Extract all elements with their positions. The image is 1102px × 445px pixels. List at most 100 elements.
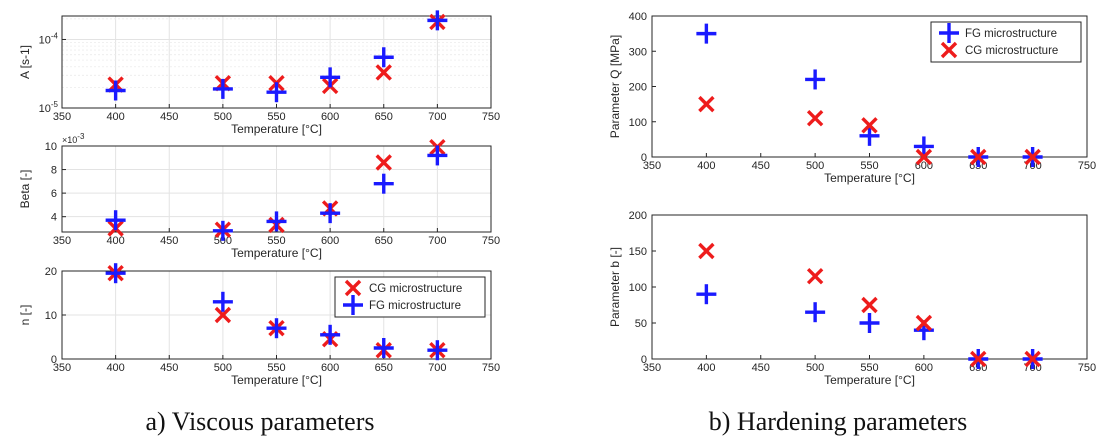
x-tick-label: 600 — [321, 235, 339, 247]
data-point-fg-650 — [373, 338, 394, 358]
data-point-fg-400 — [696, 284, 717, 305]
caption-viscous-parameters: a) Viscous parameters — [146, 407, 375, 436]
y-tick-label: 300 — [629, 46, 647, 58]
x-tick-label: 400 — [106, 111, 124, 123]
x-axis-label: Temperature [°C] — [824, 171, 915, 185]
x-tick-label: 350 — [53, 235, 71, 247]
data-point-cg-600 — [915, 314, 933, 332]
y-tick-label: 400 — [629, 11, 647, 23]
y-axis-label: Parameter b [-] — [608, 247, 622, 327]
data-point-cg-550 — [861, 117, 878, 134]
x-tick-label: 650 — [375, 111, 393, 123]
x-axis-label: Temperature [°C] — [231, 373, 322, 387]
chart-b: 350400450500550600650700750050100150200T… — [608, 210, 1096, 387]
data-point-fg-650 — [373, 47, 394, 68]
y-axis-label: n [-] — [18, 305, 32, 326]
x-tick-label: 500 — [214, 235, 232, 247]
y-tick-label: 0 — [641, 152, 647, 164]
data-point-cg-650 — [970, 350, 987, 368]
x-tick-label: 450 — [160, 111, 178, 123]
data-point-fg-500 — [212, 78, 233, 99]
x-tick-label: 550 — [860, 362, 878, 374]
legend-box — [334, 276, 486, 318]
y-tick-label-base: 10 — [39, 103, 51, 115]
x-tick-label: 550 — [860, 160, 878, 172]
x-tick-label: 550 — [267, 362, 285, 374]
x-tick-label: 550 — [267, 235, 285, 247]
data-point-fg-550 — [266, 318, 287, 339]
y-tick-label: 4 — [51, 212, 57, 224]
series-fg — [105, 145, 448, 241]
data-point-fg-400 — [105, 80, 126, 101]
x-tick-label: 400 — [697, 362, 715, 374]
data-point-cg-400 — [698, 95, 715, 113]
data-point-cg-550 — [861, 296, 878, 314]
data-point-fg-700 — [427, 340, 448, 361]
x-tick-label: 600 — [321, 111, 339, 123]
data-point-fg-500 — [212, 291, 233, 312]
legend-marker-cg — [940, 41, 958, 59]
chart-a: 350 400 450 500 550 600 650 700 75010-510-4Tempe… — [18, 10, 500, 136]
y-tick-label: 200 — [629, 82, 647, 94]
data-point-cg-500 — [806, 110, 824, 127]
data-point-fg-650 — [373, 173, 394, 194]
x-tick-label: 750 — [482, 362, 500, 374]
legend-marker-cg — [344, 279, 362, 297]
x-tick-label: 650 — [375, 362, 393, 374]
y-tick-label: 50 — [635, 318, 647, 330]
legend-marker-fg — [343, 295, 363, 315]
series-cg — [698, 242, 1041, 368]
data-point-fg-400 — [696, 23, 717, 44]
legend-marker-fg — [939, 23, 959, 43]
data-point-fg-400 — [105, 210, 126, 231]
legend-label-cg: CG microstructure — [369, 283, 462, 295]
x-tick-label: 450 — [160, 362, 178, 374]
data-point-fg-400 — [105, 263, 126, 284]
x-tick-label: 700 — [428, 111, 446, 123]
y-tick-label: 20 — [45, 266, 57, 278]
y-tick-label: 6 — [51, 188, 57, 200]
y-tick-label: 10 — [45, 310, 57, 322]
data-point-cg-400 — [698, 242, 715, 260]
caption-hardening-parameters: b) Hardening parameters — [709, 407, 967, 436]
x-tick-label: 450 — [160, 235, 178, 247]
legend-label-cg: CG microstructure — [965, 45, 1058, 57]
x-tick-label: 750 — [482, 111, 500, 123]
y-tick-label-exponent: -5 — [51, 100, 59, 109]
y-axis-label: Parameter Q [MPa] — [608, 35, 622, 138]
x-tick-label: 350 — [643, 362, 661, 374]
y-axis-label: A [s-1] — [18, 45, 32, 79]
series-fg — [105, 263, 448, 361]
chart-q: 3504004505005506006507007500100200300400… — [608, 11, 1096, 185]
y-tick-label: 150 — [629, 246, 647, 258]
y-exponent-power: -3 — [77, 132, 85, 141]
data-point-fg-550 — [266, 211, 287, 232]
x-tick-label: 600 — [915, 362, 933, 374]
data-point-cg-650 — [375, 154, 392, 171]
data-point-fg-550 — [859, 313, 880, 333]
legend-label-fg: FG microstructure — [965, 28, 1057, 40]
plot-area — [652, 215, 1087, 359]
x-tick-label: 700 — [428, 362, 446, 374]
x-tick-label: 350 — [53, 111, 71, 123]
data-point-cg-650 — [970, 148, 987, 166]
data-point-fg-600 — [320, 203, 341, 224]
x-tick-label: 400 — [697, 160, 715, 172]
y-axis-label: Beta [-] — [18, 170, 32, 209]
data-point-fg-600 — [320, 67, 341, 88]
data-point-cg-700 — [1024, 350, 1041, 368]
legend: FG microstructure CG microstructure — [930, 21, 1082, 63]
data-point-fg-700 — [427, 145, 448, 166]
data-point-cg-500 — [214, 306, 232, 324]
data-point-fg-500 — [805, 302, 826, 323]
x-tick-label: 500 — [806, 160, 824, 172]
y-tick-label: 10-4 — [39, 31, 59, 46]
data-point-fg-700 — [427, 10, 448, 31]
x-tick-label: 750 — [1078, 362, 1096, 374]
legend-label-fg: FG microstructure — [369, 300, 461, 312]
x-tick-label: 400 — [106, 362, 124, 374]
x-axis-label: Temperature [°C] — [231, 122, 322, 136]
x-axis-label: Temperature [°C] — [231, 246, 322, 260]
data-point-cg-700 — [1024, 148, 1041, 166]
